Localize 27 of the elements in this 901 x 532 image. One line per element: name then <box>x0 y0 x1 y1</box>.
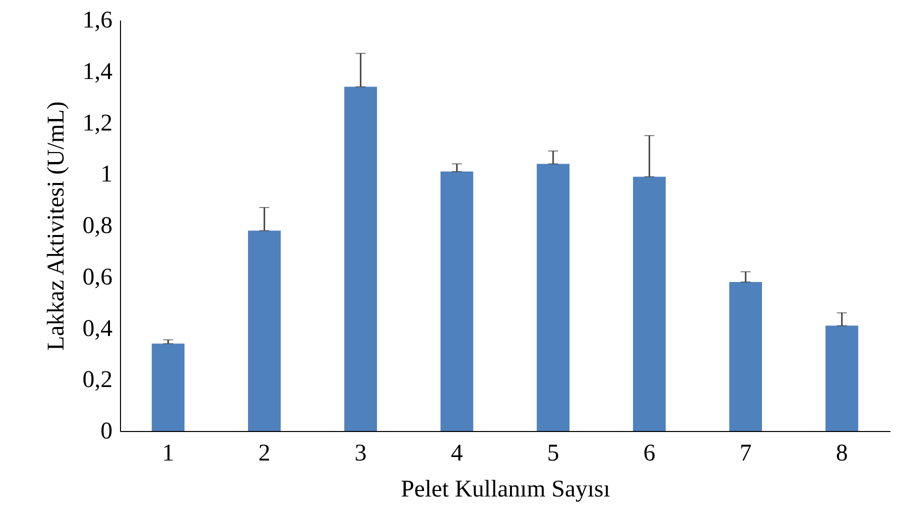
y-tick-label: 1,4 <box>82 58 112 85</box>
y-tick-label: 0,6 <box>82 264 112 290</box>
x-tick-label: 3 <box>354 440 367 466</box>
bar <box>344 86 377 431</box>
x-tick-label: 6 <box>643 440 656 466</box>
y-tick-label: 1,6 <box>82 8 112 34</box>
y-tick-label: 0 <box>100 418 112 444</box>
y-axis-title: Lakkaz Aktivitesi (U/mL) <box>44 101 70 351</box>
bar <box>826 326 858 431</box>
x-axis-title: Pelet Kullanım Sayısı <box>400 476 610 502</box>
y-tick-label: 1,2 <box>82 110 112 136</box>
x-tick-label: 8 <box>836 440 848 466</box>
y-tick-label: 0,2 <box>82 367 112 394</box>
y-tick-label: 1 <box>100 162 112 188</box>
x-tick-label: 7 <box>740 440 752 466</box>
x-tick-label: 1 <box>162 440 174 466</box>
x-tick-label: 2 <box>258 440 270 466</box>
bar <box>633 176 666 431</box>
bar <box>440 172 474 431</box>
bar <box>152 344 184 431</box>
y-tick-label: 0,4 <box>82 316 112 342</box>
x-tick-label: 5 <box>547 440 560 466</box>
x-tick-label: 4 <box>450 440 463 466</box>
y-tick-label: 0,8 <box>82 213 112 239</box>
bar <box>248 230 281 431</box>
bar <box>729 282 762 431</box>
bar <box>536 164 570 431</box>
